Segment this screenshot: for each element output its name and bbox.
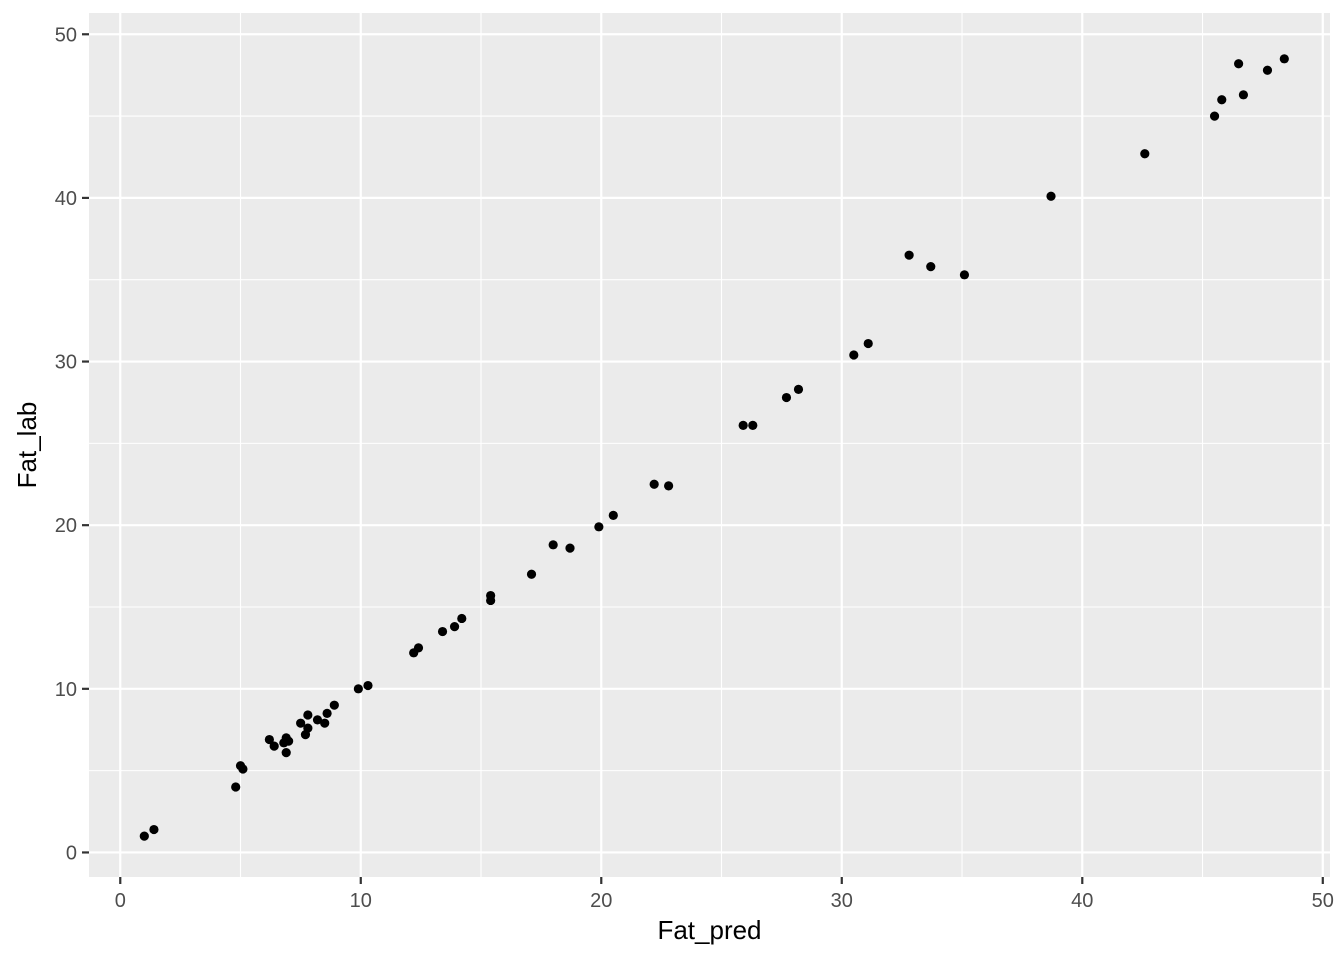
data-point xyxy=(649,479,659,489)
data-point xyxy=(281,748,291,758)
data-point xyxy=(139,831,149,841)
data-point xyxy=(738,420,748,430)
data-point xyxy=(320,718,330,728)
grid-minor xyxy=(89,13,1330,877)
data-point xyxy=(231,782,241,792)
data-point xyxy=(1262,65,1273,75)
data-point xyxy=(329,700,339,710)
y-tick-label: 20 xyxy=(55,515,77,537)
x-axis: 0 10 20 30 40 50 xyxy=(115,877,1334,912)
grid-major xyxy=(89,13,1330,877)
x-tick-label: 40 xyxy=(1071,890,1093,912)
data-point xyxy=(413,643,424,653)
data-point xyxy=(849,350,859,360)
x-tick-label: 20 xyxy=(590,890,612,912)
data-point xyxy=(296,718,306,728)
y-tick-label: 10 xyxy=(55,679,77,701)
y-tick-label: 40 xyxy=(55,188,77,210)
data-point xyxy=(959,270,970,280)
data-point xyxy=(269,741,279,751)
y-tick-label: 30 xyxy=(55,352,77,374)
x-tick-label: 10 xyxy=(350,890,372,912)
data-point xyxy=(608,510,618,520)
data-point xyxy=(449,622,460,632)
data-point xyxy=(1140,149,1150,159)
data-point xyxy=(322,708,332,718)
data-point xyxy=(437,626,448,637)
data-point xyxy=(1238,90,1249,100)
data-point xyxy=(1279,54,1289,64)
data-points xyxy=(139,54,1289,841)
data-point xyxy=(594,522,604,532)
data-point xyxy=(284,736,294,746)
data-point xyxy=(863,338,873,349)
data-point xyxy=(486,595,496,606)
data-point xyxy=(303,723,313,733)
y-axis: 0 10 20 30 40 50 xyxy=(55,24,89,864)
data-point xyxy=(363,680,373,691)
y-tick-label: 50 xyxy=(55,24,77,46)
data-point xyxy=(926,262,936,272)
data-point xyxy=(781,392,792,403)
x-axis-title: Fat_pred xyxy=(657,915,761,945)
data-point xyxy=(1209,111,1220,121)
data-point xyxy=(353,684,363,694)
data-point xyxy=(793,384,804,394)
data-point xyxy=(664,481,674,491)
data-point xyxy=(1234,59,1244,69)
y-axis-title: Fat_lab xyxy=(12,402,42,489)
data-point xyxy=(264,734,274,745)
x-tick-label: 0 xyxy=(115,890,126,912)
x-tick-label: 50 xyxy=(1312,890,1334,912)
data-point xyxy=(149,824,159,835)
x-tick-label: 30 xyxy=(831,890,853,912)
data-point xyxy=(457,613,467,624)
data-point xyxy=(238,764,248,774)
data-point xyxy=(748,420,758,430)
plot-panel xyxy=(89,13,1330,877)
data-point xyxy=(1046,191,1056,201)
data-point xyxy=(904,250,914,260)
data-point xyxy=(303,710,313,720)
data-point xyxy=(312,715,323,725)
data-point xyxy=(565,543,575,553)
y-tick-label: 0 xyxy=(66,842,77,864)
data-point xyxy=(526,569,537,579)
data-point xyxy=(1217,95,1227,105)
data-point xyxy=(548,540,558,550)
